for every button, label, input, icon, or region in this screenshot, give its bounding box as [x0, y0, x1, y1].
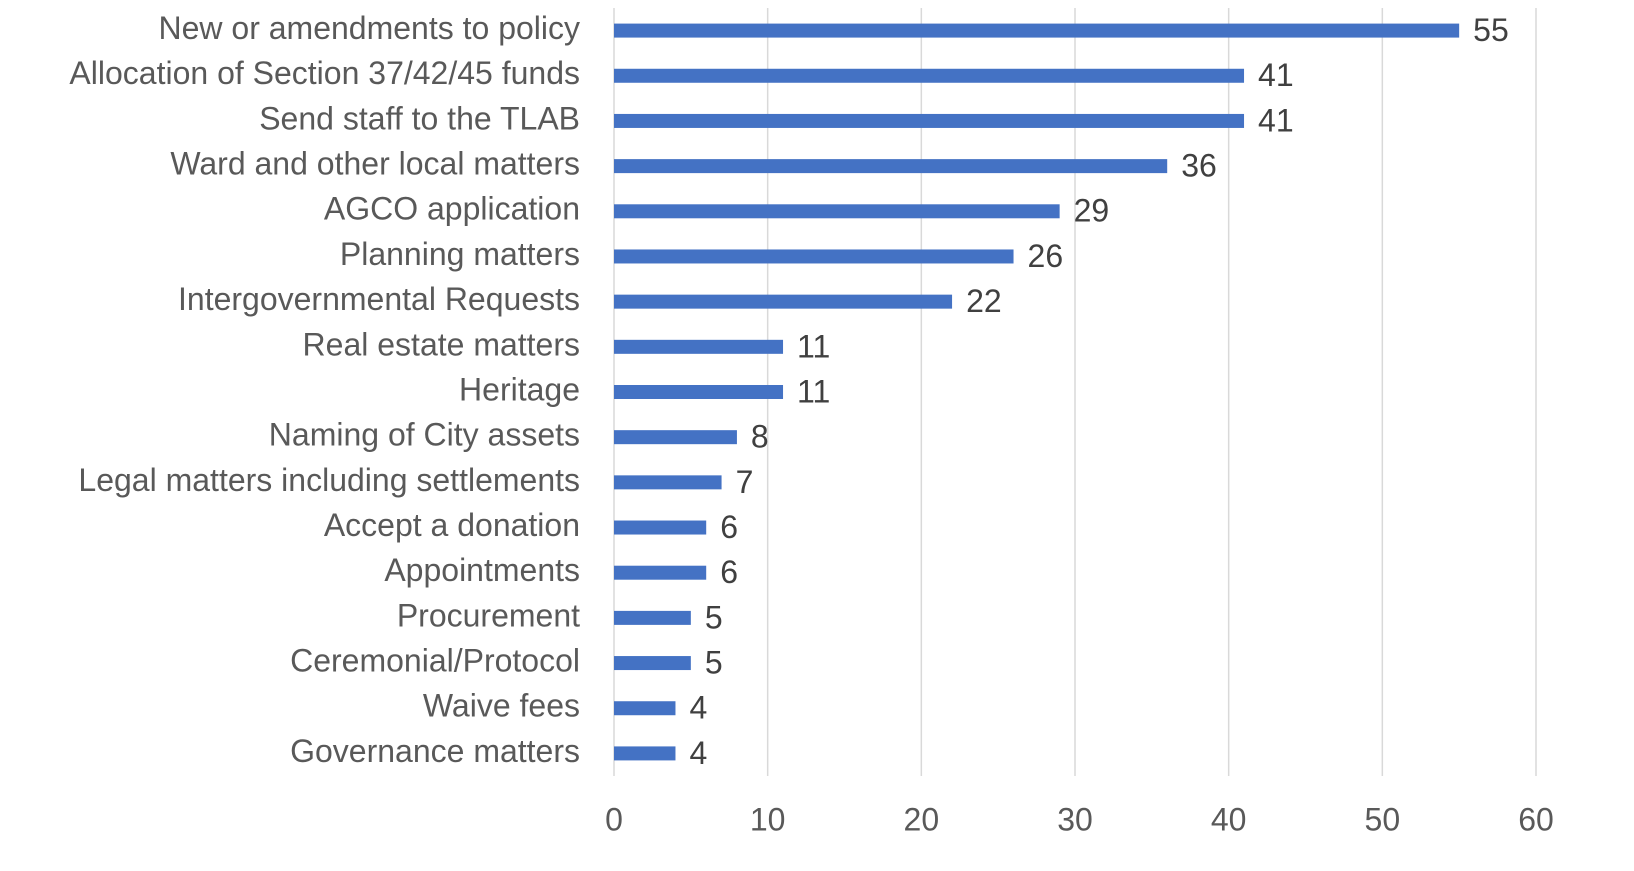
data-label: 11	[797, 373, 830, 409]
y-tick-label: Planning matters	[340, 236, 580, 272]
data-label: 8	[751, 419, 769, 455]
bar	[614, 701, 676, 716]
data-label: 6	[720, 509, 738, 545]
bar	[614, 475, 722, 490]
x-tick-label: 40	[1211, 801, 1247, 837]
bar	[614, 113, 1245, 128]
data-label: 7	[736, 464, 754, 500]
y-tick-label: Legal matters including settlements	[78, 462, 580, 498]
y-tick-label: Intergovernmental Requests	[178, 281, 580, 317]
data-label: 41	[1258, 57, 1294, 93]
data-label: 26	[1028, 238, 1064, 274]
x-tick-label: 30	[1057, 801, 1093, 837]
data-label: 6	[720, 554, 738, 590]
bar	[614, 746, 676, 761]
data-label: 4	[689, 735, 707, 771]
data-label: 5	[705, 599, 723, 635]
x-tick-label: 20	[904, 801, 940, 837]
y-tick-label: Procurement	[397, 597, 580, 633]
y-tick-label: AGCO application	[324, 191, 580, 227]
bar	[614, 656, 691, 671]
y-tick-label: New or amendments to policy	[158, 10, 580, 46]
data-label: 22	[966, 283, 1002, 319]
bar	[614, 23, 1460, 38]
data-label: 29	[1074, 193, 1110, 229]
bar	[614, 565, 707, 580]
data-label: 5	[705, 645, 723, 681]
y-tick-label: Ceremonial/Protocol	[290, 643, 580, 679]
bar	[614, 249, 1014, 264]
y-tick-label: Waive fees	[423, 688, 580, 724]
data-label: 55	[1473, 12, 1509, 48]
bar	[614, 520, 707, 535]
y-tick-label: Appointments	[384, 552, 580, 588]
data-label: 36	[1181, 148, 1217, 184]
x-tick-label: 10	[750, 801, 786, 837]
x-tick-label: 0	[605, 801, 623, 837]
x-tick-label: 60	[1518, 801, 1554, 837]
data-label: 4	[689, 690, 707, 726]
bar	[614, 339, 784, 354]
y-tick-label: Heritage	[459, 371, 580, 407]
y-tick-label: Send staff to the TLAB	[259, 100, 580, 136]
y-tick-label: Accept a donation	[324, 507, 580, 543]
x-tick-label: 50	[1365, 801, 1401, 837]
bar	[614, 610, 691, 625]
data-label: 41	[1258, 102, 1294, 138]
bar	[614, 294, 953, 309]
y-tick-label: Governance matters	[290, 733, 580, 769]
y-tick-label: Allocation of Section 37/42/45 funds	[69, 55, 580, 91]
y-tick-label: Naming of City assets	[269, 417, 580, 453]
data-label: 11	[797, 328, 830, 364]
y-tick-label: Ward and other local matters	[170, 146, 580, 182]
bar	[614, 430, 737, 445]
bar	[614, 159, 1168, 174]
y-tick-label: Real estate matters	[303, 326, 580, 362]
bar	[614, 68, 1245, 83]
bar	[614, 204, 1060, 219]
bar	[614, 385, 784, 399]
